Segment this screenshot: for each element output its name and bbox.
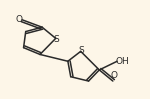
Text: O: O (110, 71, 117, 80)
Text: S: S (79, 46, 84, 55)
Text: O: O (15, 15, 22, 24)
Text: S: S (54, 35, 59, 44)
Text: OH: OH (115, 57, 129, 66)
